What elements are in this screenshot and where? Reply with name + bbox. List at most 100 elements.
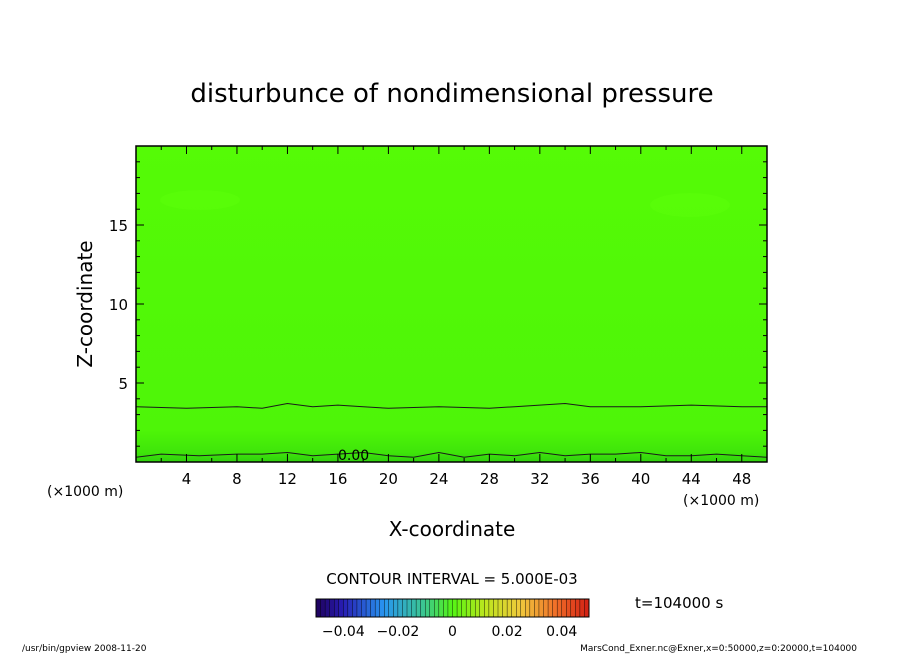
colorbar-cell [415, 598, 422, 618]
x-tick-label: 40 [631, 470, 650, 488]
x-axis: 4 8 12 16 20 24 28 32 36 40 44 48 [160, 146, 751, 488]
colorbar-cell [420, 598, 426, 618]
colorbar-cell [475, 598, 481, 618]
colorbar-cell [470, 598, 476, 618]
colorbar-tick-label: −0.04 [322, 624, 365, 640]
colorbar-cell [429, 598, 435, 618]
colorbar-tick-label: −0.02 [376, 624, 419, 640]
colorbar-cell [338, 598, 344, 618]
contour-interval: CONTOUR INTERVAL = 5.000E-03 [326, 570, 577, 588]
x-tick-label: 12 [278, 470, 297, 488]
y-tick-label: 10 [109, 296, 128, 314]
x-tick-label: 24 [429, 470, 448, 488]
colorbar-cell [411, 598, 417, 618]
colorbar-cell [447, 598, 453, 618]
field-highlight-left [160, 190, 240, 210]
colorbar-cell [538, 598, 544, 618]
colorbar-cell [374, 598, 381, 618]
colorbar-cell [570, 598, 576, 618]
plot-area: 0.00 [135, 145, 768, 464]
colorbar-cell [488, 598, 494, 618]
colorbar-cell [534, 598, 540, 618]
colorbar-cell [402, 598, 408, 618]
colorbar-cell [493, 598, 499, 618]
y-axis-label: Z-coordinate [73, 240, 97, 367]
x-tick-label: 32 [530, 470, 549, 488]
colorbar-cell [406, 598, 412, 618]
contour-line [135, 402, 767, 409]
colorbar-cell [329, 598, 335, 618]
x-tick-label: 20 [379, 470, 398, 488]
colorbar-cell [352, 598, 358, 618]
colorbar-cell [561, 598, 567, 618]
colorbar-ticks: −0.04 −0.02 0 0.02 0.04 [322, 624, 578, 640]
x-tick-label: 48 [732, 470, 751, 488]
colorbar-cell [497, 598, 503, 618]
colorbar-cell [370, 598, 376, 618]
x-tick-label: 4 [182, 470, 192, 488]
x-tick-label: 44 [682, 470, 701, 488]
colorbar-cell [506, 598, 513, 618]
colorbar-cell [525, 598, 531, 618]
colorbar-cell [343, 598, 349, 618]
colorbar-cell [552, 598, 558, 618]
colorbar-tick-label: 0.02 [492, 624, 523, 640]
colorbar-cell [479, 598, 485, 618]
colorbar: −0.04 −0.02 0 0.02 0.04 [315, 598, 590, 640]
colorbar-cell [566, 598, 572, 618]
colorbar-cell [584, 598, 590, 618]
colorbar-cell [465, 598, 472, 618]
colorbar-cell [347, 598, 353, 618]
y-tick-label: 5 [118, 375, 128, 393]
colorbar-cell [365, 598, 371, 618]
colorbar-cell [579, 598, 585, 618]
contour-line [135, 451, 768, 458]
colorbar-cell [461, 598, 467, 618]
y-tick-label: 15 [109, 217, 128, 235]
colorbar-cell [384, 598, 390, 618]
colorbar-cell [315, 598, 321, 618]
contour-lines [135, 402, 768, 458]
colorbar-cell [393, 598, 399, 618]
colorbar-cell [443, 598, 449, 618]
colorbar-cell [556, 598, 563, 618]
colorbar-cell [324, 598, 331, 618]
colorbar-cell [547, 598, 553, 618]
x-unit-right: (×1000 m) [683, 493, 759, 509]
colorbar-cell [456, 598, 462, 618]
colorbar-cell [425, 598, 431, 618]
colorbar-cell [334, 598, 340, 618]
footer-left: /usr/bin/gpview 2008-11-20 [22, 644, 147, 654]
colorbar-cell [543, 598, 549, 618]
colorbar-cell [320, 598, 326, 618]
colorbar-cell [502, 598, 508, 618]
x-tick-label: 28 [480, 470, 499, 488]
time-label: t=104000 s [635, 594, 723, 612]
footer-right: MarsCond_Exner.nc@Exner,x=0:50000,z=0:20… [580, 644, 857, 654]
colorbar-cell [520, 598, 526, 618]
y-axis: 5 10 15 [109, 161, 767, 447]
colorbar-cells [315, 598, 590, 618]
colorbar-frame [315, 598, 590, 618]
field-fill [136, 146, 767, 462]
colorbar-cell [379, 598, 385, 618]
colorbar-cell [438, 598, 444, 618]
colorbar-cell [511, 598, 517, 618]
colorbar-tick-label: 0.04 [546, 624, 577, 640]
colorbar-cell [361, 598, 367, 618]
colorbar-cell [388, 598, 394, 618]
contour-label: 0.00 [338, 448, 369, 464]
colorbar-cell [397, 598, 403, 618]
x-unit-left: (×1000 m) [47, 484, 123, 500]
colorbar-cell [452, 598, 458, 618]
chart-title: disturbunce of nondimensional pressure [190, 79, 713, 109]
x-tick-label: 8 [232, 470, 242, 488]
colorbar-cell [529, 598, 535, 618]
colorbar-cell [484, 598, 490, 618]
field-highlight-right [650, 193, 730, 217]
colorbar-cell [575, 598, 581, 618]
x-tick-label: 36 [581, 470, 600, 488]
x-axis-label: X-coordinate [389, 517, 516, 541]
colorbar-tick-label: 0 [448, 624, 457, 640]
